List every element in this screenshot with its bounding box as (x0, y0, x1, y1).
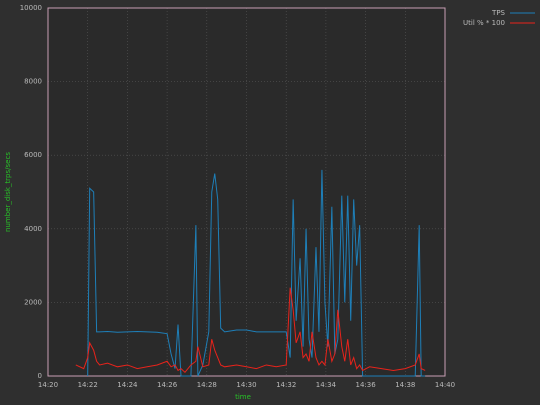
y-tick-label: 8000 (24, 78, 42, 86)
x-tick-label: 14:24 (117, 381, 138, 389)
series-line (75, 287, 426, 374)
y-axis-label: number_disk_trps/secs (4, 152, 12, 232)
x-tick-label: 14:38 (395, 381, 415, 389)
x-tick-label: 14:22 (78, 381, 98, 389)
y-tick-label: 6000 (24, 151, 42, 159)
series-line (87, 169, 426, 377)
y-tick-label: 10000 (20, 4, 42, 12)
legend-label: TPS (491, 9, 505, 17)
y-tick-label: 2000 (24, 298, 42, 306)
x-axis-label: time (235, 393, 251, 401)
x-tick-label: 14:20 (38, 381, 58, 389)
plot-border (47, 7, 446, 377)
y-tick-label: 4000 (24, 225, 42, 233)
x-tick-label: 14:28 (197, 381, 217, 389)
legend-label: Util % * 100 (463, 19, 505, 27)
y-tick-label: 0 (38, 372, 42, 380)
x-tick-label: 14:30 (236, 381, 256, 389)
x-tick-label: 14:26 (157, 381, 178, 389)
x-tick-label: 14:40 (435, 381, 455, 389)
x-tick-label: 14:32 (276, 381, 296, 389)
x-tick-label: 14:36 (356, 381, 377, 389)
x-tick-label: 14:34 (316, 381, 337, 389)
